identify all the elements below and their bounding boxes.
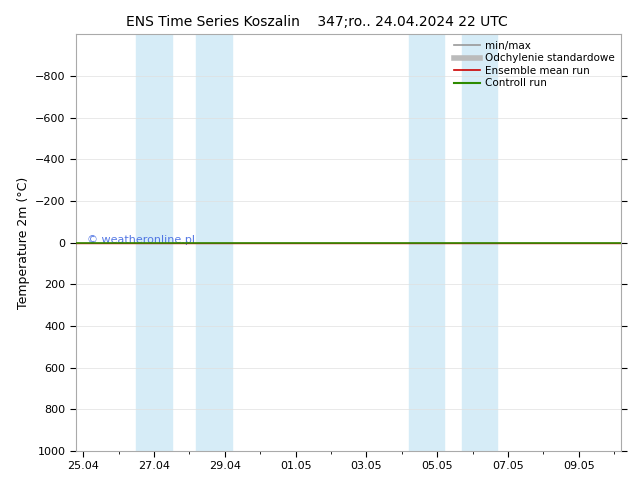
Bar xyxy=(197,34,232,451)
Y-axis label: Temperature 2m (°C): Temperature 2m (°C) xyxy=(16,176,30,309)
Bar xyxy=(409,34,444,451)
Bar xyxy=(462,34,498,451)
Bar xyxy=(136,34,172,451)
Legend: min/max, Odchylenie standardowe, Ensemble mean run, Controll run: min/max, Odchylenie standardowe, Ensembl… xyxy=(450,36,619,93)
Text: ENS Time Series Koszalin    347;ro.. 24.04.2024 22 UTC: ENS Time Series Koszalin 347;ro.. 24.04.… xyxy=(126,15,508,29)
Text: © weatheronline.pl: © weatheronline.pl xyxy=(87,236,195,245)
